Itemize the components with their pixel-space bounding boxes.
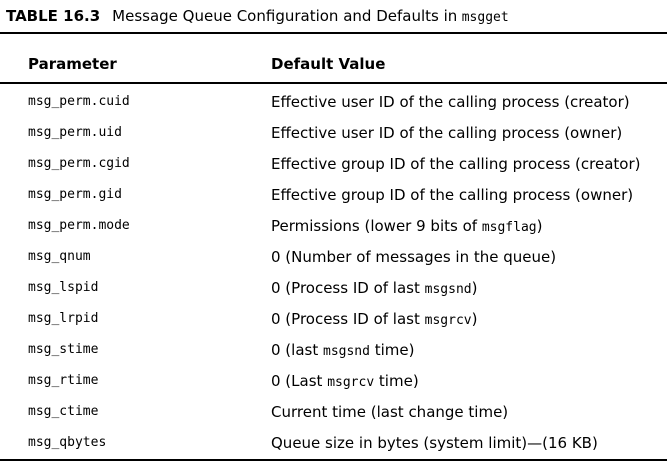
bottom-rule: [0, 459, 667, 461]
default-value-code: msgrcv: [424, 313, 472, 328]
default-value-text-suffix: time): [374, 372, 419, 390]
table-row: msg_perm.gid Effective group ID of the ca…: [0, 180, 667, 211]
default-value-code: msgsnd: [323, 344, 370, 359]
table-body: msg_perm.cuid Effective user ID of the ca…: [0, 87, 667, 459]
table-header: Parameter Default Value: [0, 52, 667, 76]
default-value-code: msgsnd: [424, 282, 472, 297]
default-value-text: Effective user ID of the calling process…: [271, 93, 630, 111]
default-value-text: 0 (Last: [271, 372, 328, 390]
default-value-text: Effective user ID of the calling process…: [271, 124, 623, 142]
default-value-text: Effective group ID of the calling proces…: [271, 186, 634, 204]
parameter-cell: msg_perm.cgid: [28, 156, 130, 171]
function-name: msgget: [461, 10, 509, 25]
table-caption: TABLE 16.3 Message Queue Configuration an…: [6, 4, 509, 28]
parameter-cell: msg_stime: [28, 342, 99, 357]
table-row: msg_lspid 0 (Process ID of last msgsnd): [0, 273, 667, 304]
default-value-cell: Current time (last change time): [271, 397, 508, 427]
parameter-cell: msg_lspid: [28, 280, 99, 295]
default-value-text-suffix: ): [536, 217, 543, 235]
default-value-text-suffix: ): [471, 310, 478, 328]
parameter-cell: msg_lrpid: [28, 311, 99, 326]
table-row: msg_perm.cuid Effective user ID of the ca…: [0, 87, 667, 118]
default-value-cell: 0 (Last msgrcv time): [271, 366, 419, 398]
table-title: Message Queue Configuration and Defaults…: [112, 7, 458, 25]
table-row: msg_qnum 0 (Number of messages in the que…: [0, 242, 667, 273]
parameter-cell: msg_perm.cuid: [28, 94, 130, 109]
default-value-cell: Effective group ID of the calling proces…: [271, 180, 633, 210]
default-value-text-suffix: time): [369, 341, 415, 359]
table-row: msg_ctime Current time (last change time): [0, 397, 667, 428]
parameter-cell: msg_perm.gid: [28, 187, 122, 202]
default-value-text: Current time (last change time): [271, 403, 509, 421]
header-default-value: Default Value: [271, 55, 386, 73]
table-row: msg_stime 0 (last msgsnd time): [0, 335, 667, 366]
default-value-text: 0 (Number of messages in the queue): [271, 248, 557, 266]
table-row: msg_qbytes Queue size in bytes (system li…: [0, 428, 667, 459]
parameter-cell: msg_qbytes: [28, 435, 107, 450]
default-value-cell: Effective group ID of the calling proces…: [271, 149, 640, 179]
default-value-code: msgflag: [481, 220, 537, 235]
table-row: msg_perm.cgid Effective group ID of the c…: [0, 149, 667, 180]
default-value-text: 0 (Process ID of last: [271, 310, 425, 328]
parameter-cell: msg_ctime: [28, 404, 99, 419]
default-value-cell: 0 (Number of messages in the queue): [271, 242, 556, 272]
default-value-cell: 0 (last msgsnd time): [271, 335, 414, 367]
header-parameter: Parameter: [28, 55, 117, 73]
default-value-cell: 0 (Process ID of last msgrcv): [271, 304, 477, 336]
table-number: TABLE 16.3: [6, 7, 101, 25]
parameter-cell: msg_qnum: [28, 249, 91, 264]
default-value-cell: Effective user ID of the calling process…: [271, 118, 622, 148]
default-value-text: 0 (last: [271, 341, 323, 359]
default-value-cell: 0 (Process ID of last msgsnd): [271, 273, 477, 305]
default-value-text: Permissions (lower 9 bits of: [271, 217, 482, 235]
default-value-cell: Permissions (lower 9 bits of msgflag): [271, 211, 542, 243]
top-rule: [0, 32, 667, 34]
default-value-text: 0 (Process ID of last: [271, 279, 425, 297]
parameter-cell: msg_perm.mode: [28, 218, 130, 233]
default-value-text: Effective group ID of the calling proces…: [271, 155, 641, 173]
table-row: msg_rtime 0 (Last msgrcv time): [0, 366, 667, 397]
header-rule: [0, 82, 667, 84]
default-value-cell: Effective user ID of the calling process…: [271, 87, 630, 117]
default-value-text-suffix: ): [471, 279, 478, 297]
default-value-cell: Queue size in bytes (system limit)—(16 K…: [271, 428, 598, 458]
table-row: msg_lrpid 0 (Process ID of last msgrcv): [0, 304, 667, 335]
parameter-cell: msg_perm.uid: [28, 125, 122, 140]
table-row: msg_perm.mode Permissions (lower 9 bits o…: [0, 211, 667, 242]
parameter-cell: msg_rtime: [28, 373, 99, 388]
default-value-text: Queue size in bytes (system limit)—(16 K…: [271, 434, 598, 452]
table-row: msg_perm.uid Effective user ID of the cal…: [0, 118, 667, 149]
default-value-code: msgrcv: [327, 375, 375, 390]
